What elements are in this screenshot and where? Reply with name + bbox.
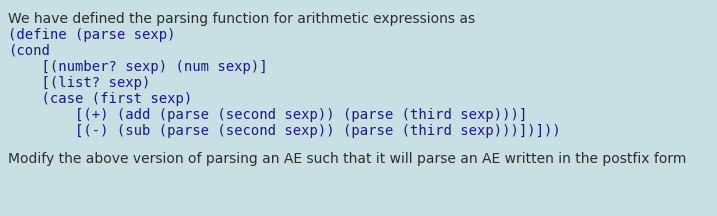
- Text: [(list? sexp): [(list? sexp): [8, 76, 151, 90]
- Text: [(-) (sub (parse (second sexp)) (parse (third sexp)))])])): [(-) (sub (parse (second sexp)) (parse (…: [8, 124, 561, 138]
- Text: [(number? sexp) (num sexp)]: [(number? sexp) (num sexp)]: [8, 60, 267, 74]
- Text: (define (parse sexp): (define (parse sexp): [8, 28, 176, 42]
- Text: [(+) (add (parse (second sexp)) (parse (third sexp)))]: [(+) (add (parse (second sexp)) (parse (…: [8, 108, 527, 122]
- Text: Modify the above version of parsing an AE such that it will parse an AE written : Modify the above version of parsing an A…: [8, 152, 686, 166]
- Text: (cond: (cond: [8, 44, 50, 58]
- Text: (case (first sexp): (case (first sexp): [8, 92, 192, 106]
- Text: We have defined the parsing function for arithmetic expressions as: We have defined the parsing function for…: [8, 12, 475, 26]
